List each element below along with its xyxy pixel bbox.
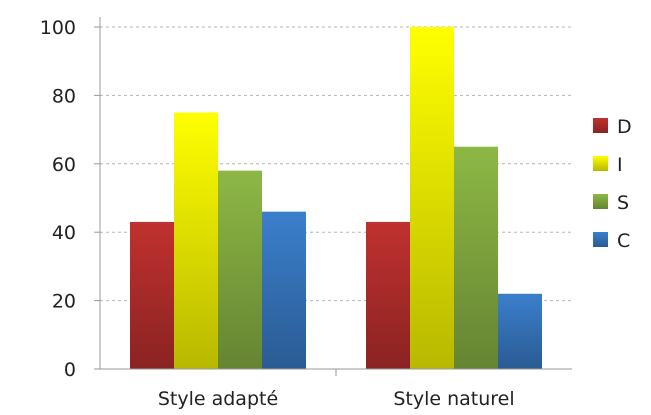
x-category-label: Style naturel [393,388,514,410]
legend-swatch-C [593,232,608,247]
bar-S-2 [454,146,498,369]
x-category-label: Style adapté [158,388,278,410]
legend-label-C: C [617,230,630,252]
legend-label-D: D [617,116,632,138]
bar-I-2 [410,27,454,369]
legend-swatch-I [593,156,608,171]
y-tick-label: 80 [52,85,76,107]
bar-I-1 [174,112,218,369]
bar-S-1 [218,170,262,369]
y-tick-label: 40 [52,222,76,244]
bar-C-1 [262,211,306,369]
y-axis-ticks: 0 20 40 60 80 100 [40,17,100,381]
legend-swatch-S [593,194,608,209]
y-tick-label: 0 [64,359,76,381]
bar-D-2 [366,221,410,369]
bar-C-2 [498,293,542,369]
y-tick-label: 100 [40,17,76,39]
bar-D-1 [130,221,174,369]
y-tick-label: 20 [52,291,76,313]
legend-swatch-D [593,118,608,133]
y-tick-label: 60 [52,154,76,176]
bars [130,27,542,369]
x-axis: Style adapté Style naturel [99,17,572,410]
legend-label-S: S [617,192,629,214]
legend-label-I: I [617,154,623,176]
